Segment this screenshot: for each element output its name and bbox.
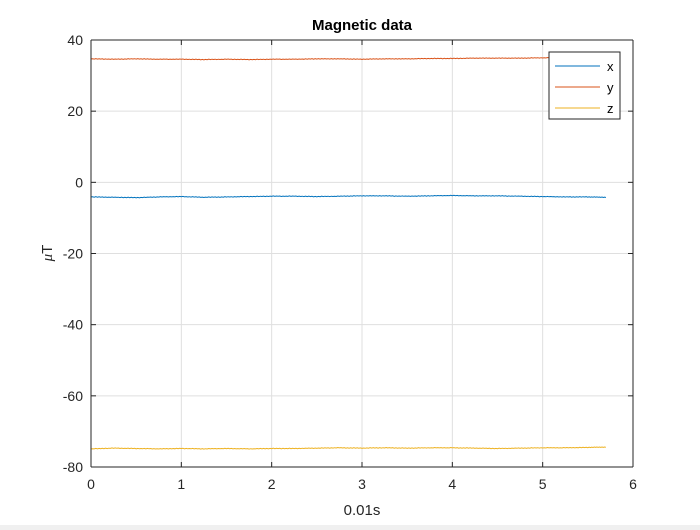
series-line-x — [90, 194, 607, 199]
y-axis-label: μT — [39, 245, 56, 263]
y-tick-label: -40 — [63, 317, 83, 333]
x-tick-label: 1 — [177, 476, 185, 492]
legend-item-z[interactable]: z — [555, 101, 614, 116]
y-tick-label: 40 — [67, 32, 83, 48]
y-axis-label-prefix: μ — [40, 253, 56, 262]
series-group — [90, 56, 607, 450]
y-tick-label: -60 — [63, 388, 83, 404]
legend-label-y: y — [607, 80, 614, 95]
chart-title: Magnetic data — [312, 17, 413, 34]
x-tick-label: 4 — [448, 476, 456, 492]
y-tick-label: 20 — [67, 103, 83, 119]
ticks: 0 1 2 3 4 5 6 40 20 0 -20 -40 -60 -80 — [63, 32, 637, 492]
legend-item-y[interactable]: y — [555, 80, 614, 95]
x-tick-label: 3 — [358, 476, 366, 492]
legend-item-x[interactable]: x — [555, 59, 614, 74]
x-tick-label: 6 — [629, 476, 637, 492]
y-axis-label-unit: T — [39, 245, 56, 254]
x-tick-label: 5 — [539, 476, 547, 492]
legend-label-x: x — [607, 59, 614, 74]
y-tick-label: -80 — [63, 459, 83, 475]
x-axis-label: 0.01s — [344, 502, 381, 519]
y-tick-label: -20 — [63, 246, 83, 262]
legend-label-z: z — [607, 101, 614, 116]
series-line-y — [90, 56, 607, 61]
legend[interactable]: xyz — [548, 51, 621, 120]
x-tick-label: 2 — [268, 476, 276, 492]
y-tick-label: 0 — [75, 174, 83, 190]
series-line-z — [90, 446, 607, 450]
x-tick-label: 0 — [87, 476, 95, 492]
